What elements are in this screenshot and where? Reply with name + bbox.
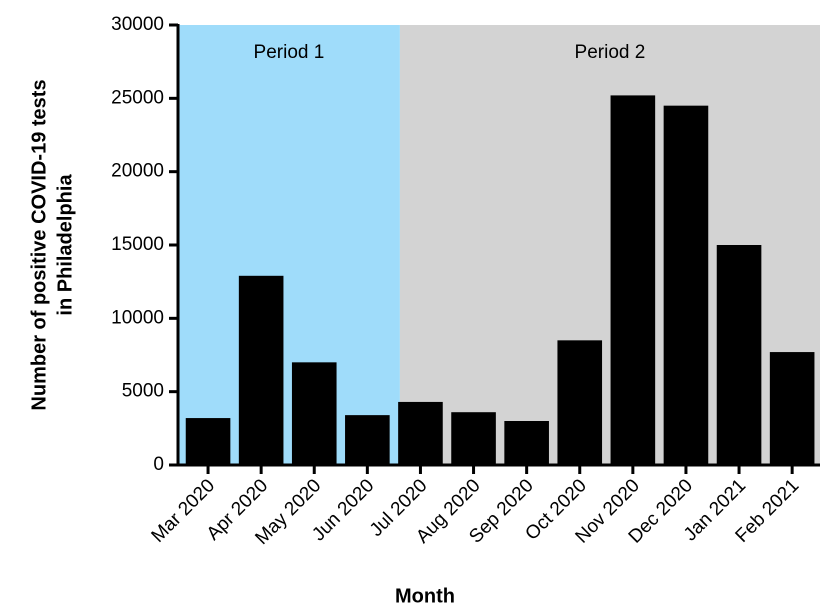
bar	[610, 95, 656, 466]
bar	[291, 362, 337, 465]
y-axis-label: Number of positive COVID-19 tests	[28, 79, 50, 410]
y-tick-label: 15000	[111, 234, 164, 255]
period-region	[178, 25, 400, 465]
bar	[557, 340, 603, 465]
bar	[398, 401, 443, 465]
y-tick-label: 25000	[111, 87, 164, 108]
bar	[451, 412, 496, 465]
bar	[663, 105, 709, 466]
period-label: Period 1	[254, 42, 325, 63]
x-axis-label: Month	[395, 585, 455, 607]
bar	[716, 245, 762, 465]
period-label: Period 2	[575, 42, 646, 63]
y-tick-label: 0	[153, 454, 164, 475]
bar	[185, 418, 231, 465]
y-tick-label: 10000	[111, 307, 164, 328]
y-axis-label: in Philadelphia	[54, 174, 76, 316]
bar	[769, 352, 815, 465]
bar	[238, 275, 284, 465]
bar	[345, 415, 390, 465]
y-tick-label: 20000	[111, 161, 164, 182]
period-shading: Period 1 Period 2	[178, 25, 820, 465]
y-tick-label: 5000	[122, 381, 164, 402]
plot	[185, 95, 815, 466]
y-tick-label: 30000	[111, 14, 164, 35]
bar	[504, 421, 549, 465]
